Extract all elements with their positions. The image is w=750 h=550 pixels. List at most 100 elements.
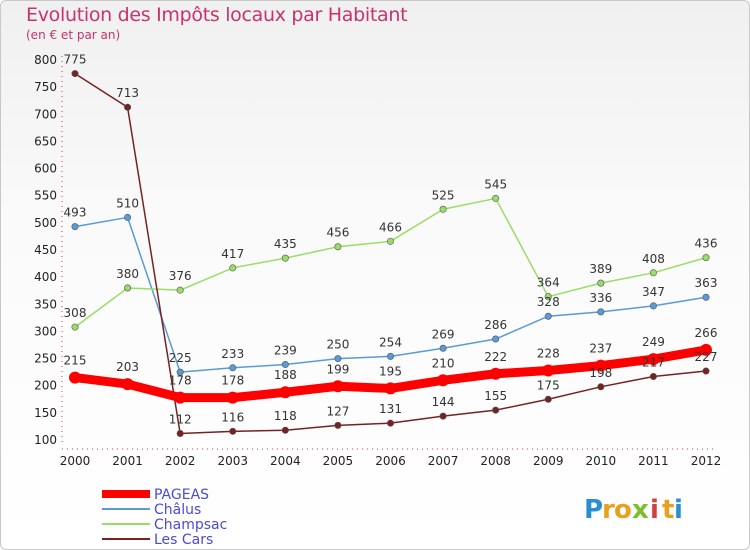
x-tick-label: 2003 (217, 454, 248, 468)
data-point (71, 323, 79, 331)
data-label: 116 (221, 410, 244, 424)
data-point (384, 382, 397, 395)
data-point (649, 269, 657, 277)
data-label: 198 (589, 366, 612, 380)
data-point (229, 364, 237, 372)
data-label: 178 (221, 374, 244, 388)
data-point (334, 243, 342, 251)
data-label: 389 (589, 262, 612, 276)
data-label: 456 (326, 226, 349, 240)
data-point (331, 380, 344, 393)
data-point (71, 70, 79, 78)
data-point (124, 284, 132, 292)
data-label: 188 (274, 368, 297, 382)
x-tick-label: 2008 (480, 454, 511, 468)
data-point (176, 368, 184, 376)
data-label: 203 (116, 360, 139, 374)
data-point (702, 367, 710, 375)
data-label: 228 (537, 347, 560, 361)
axes: 100 150 200 250 300 350 400 450 500 550 600 650 700 7… (34, 53, 721, 468)
y-tick-label: 400 (34, 270, 57, 284)
y-tick-label: 100 (34, 433, 57, 447)
x-tick-label: 2007 (428, 454, 459, 468)
data-label: 127 (326, 404, 349, 418)
data-label: 417 (221, 247, 244, 261)
y-tick-label: 800 (34, 53, 57, 67)
data-point (649, 302, 657, 310)
y-tick-label: 250 (34, 352, 57, 366)
data-label: 217 (642, 355, 665, 369)
y-tick-label: 300 (34, 324, 57, 338)
data-point (702, 254, 710, 262)
legend-label: Champsac (154, 517, 227, 533)
data-label: 328 (537, 295, 560, 309)
logo-letter: t (662, 495, 674, 525)
legend-label: Les Cars (154, 532, 213, 548)
legend-label: Châlus (154, 502, 201, 518)
data-label: 408 (642, 252, 665, 266)
data-point (124, 213, 132, 221)
x-tick-label: 2005 (323, 454, 354, 468)
data-point (700, 343, 712, 356)
data-label: 510 (116, 196, 139, 210)
data-point (597, 383, 605, 391)
data-label: 239 (274, 344, 297, 358)
y-tick-label: 450 (34, 243, 57, 257)
y-tick-label: 700 (34, 107, 57, 121)
data-point (597, 308, 605, 316)
data-label: 118 (274, 409, 297, 423)
data-label: 436 (695, 237, 718, 251)
data-point (649, 372, 657, 380)
chart-title: Evolution des Impôts locaux par Habitant (26, 4, 408, 26)
data-label: 380 (116, 267, 139, 281)
data-label: 144 (432, 395, 455, 409)
data-point (437, 374, 450, 387)
data-label: 175 (537, 378, 560, 392)
data-label: 199 (326, 362, 349, 376)
data-label: 254 (379, 335, 402, 349)
data-point (334, 355, 342, 363)
data-point (281, 254, 289, 262)
data-label: 222 (484, 350, 507, 364)
logo-letter: i (674, 495, 683, 525)
data-label: 227 (695, 350, 718, 364)
y-tick-label: 200 (34, 379, 57, 393)
data-label: 336 (589, 291, 612, 305)
data-point (594, 359, 607, 372)
x-tick-label: 2011 (638, 454, 669, 468)
data-point (544, 312, 552, 320)
data-point (281, 426, 289, 434)
data-label: 545 (484, 177, 507, 191)
data-label: 178 (169, 374, 192, 388)
x-tick-label: 2002 (165, 454, 196, 468)
logo-letter: o (614, 495, 632, 525)
series-group (69, 70, 712, 437)
y-tick-label: 150 (34, 406, 57, 420)
logo-letter: r (602, 495, 615, 525)
data-label: 435 (274, 237, 297, 251)
data-point (702, 293, 710, 301)
y-tick-label: 750 (34, 80, 57, 94)
y-tick-label: 650 (34, 134, 57, 148)
proxiti-logo: Pr o x i t i (584, 495, 683, 525)
data-label: 266 (695, 326, 718, 340)
data-point (492, 406, 500, 414)
x-tick-label: 2001 (112, 454, 143, 468)
data-labels: 215 203 178 178 188 199 195 210 222 228 237 249 266 4… (64, 53, 718, 427)
data-point (174, 391, 187, 404)
x-tick-label: 2004 (270, 454, 301, 468)
data-label: 347 (642, 285, 665, 299)
data-point (124, 103, 132, 111)
logo-letter: P (584, 495, 603, 525)
data-label: 112 (169, 412, 192, 426)
data-point (176, 429, 184, 437)
data-point (386, 237, 394, 245)
data-label: 131 (379, 402, 402, 416)
data-point (334, 421, 342, 429)
data-point (439, 205, 447, 213)
x-tick-label: 2012 (691, 454, 722, 468)
data-label: 210 (432, 356, 455, 370)
data-label: 237 (589, 342, 612, 356)
